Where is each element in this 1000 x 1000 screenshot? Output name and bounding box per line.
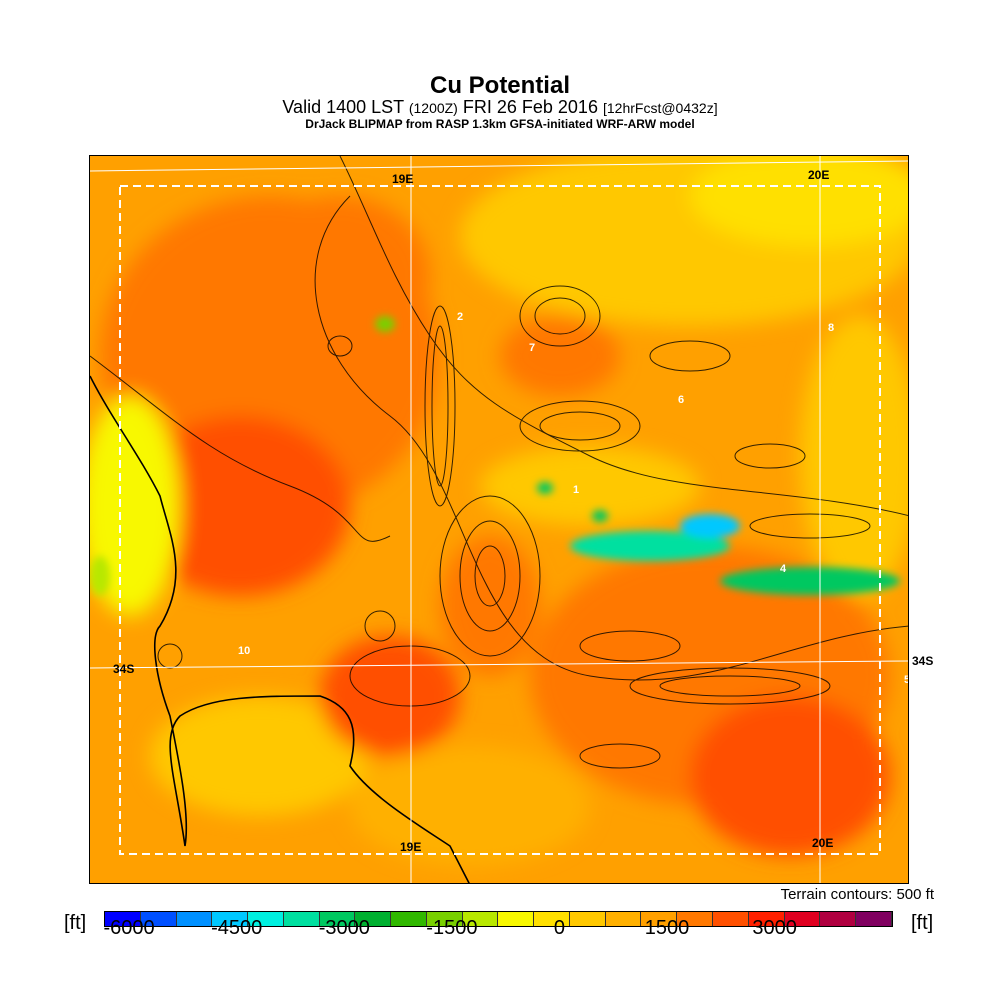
site-7: 7	[529, 342, 536, 354]
colorbar-tick-label: -6000	[103, 917, 155, 939]
site-5: 5	[904, 674, 908, 686]
map-title: Cu Potential	[429, 72, 570, 99]
colorbar-bin	[140, 912, 177, 926]
colorbar-bin	[426, 912, 463, 926]
terrain-contour-note: Terrain contours: 500 ft	[780, 886, 934, 903]
forecast-run: [12hrFcst@0432z]	[602, 100, 718, 116]
terrain-contours	[90, 156, 908, 769]
model-source: DrJack BLIPMAP from RASP 1.3km GFSA-init…	[305, 117, 695, 131]
site-6: 6	[678, 394, 685, 406]
colorbar-tick-label: 3000	[752, 917, 797, 939]
site-8: 8	[828, 322, 835, 334]
site-2: 2	[457, 311, 464, 323]
utc-time: (1200Z)	[408, 100, 458, 116]
colorbar-tick-label: 0	[553, 917, 566, 939]
map-field	[90, 156, 908, 883]
colorbar-bin	[820, 912, 857, 926]
colorbar-bin	[498, 912, 535, 926]
colorbar-bin	[856, 912, 892, 926]
colorbar-bin	[319, 912, 356, 926]
colorbar-bin	[355, 912, 392, 926]
colorbar-bin	[713, 912, 749, 926]
colorbar-bin	[641, 912, 678, 926]
colorbar-tick-label: -1500	[426, 917, 478, 939]
colorbar-bin	[391, 912, 427, 926]
colorbar-bin	[283, 912, 320, 926]
colorbar-tick-label: 1500	[644, 917, 690, 939]
colorbar-bin	[677, 912, 714, 926]
colorbar-tick-label: -3000	[318, 917, 370, 939]
lon-20e-top: 20E	[808, 168, 830, 182]
lat-34s-left: 34S	[113, 662, 135, 676]
lon-19e-top: 19E	[392, 172, 414, 186]
map-subtitle: Valid 1400 LST (1200Z) FRI 26 Feb 2016 […	[0, 97, 1000, 118]
unit-left: [ft]	[64, 912, 87, 934]
site-10: 10	[238, 645, 251, 657]
colorbar-bin	[248, 912, 284, 926]
cu-potential-map: 19E 20E 19E 20E 34S 2 7 6 1 4 8 10 5	[89, 155, 909, 884]
valid-time: Valid 1400 LST	[282, 97, 404, 117]
lon-20e-bottom: 20E	[812, 836, 834, 850]
site-4: 4	[780, 563, 787, 575]
colorbar-bin	[569, 912, 606, 926]
colorbar-bin	[462, 912, 499, 926]
inner-domain-boundary	[119, 185, 881, 855]
colorbar-bin	[176, 912, 213, 926]
colorbar-bin	[105, 912, 141, 926]
coastline	[90, 375, 470, 883]
colorbar-bin	[748, 912, 785, 926]
forecast-date: FRI 26 Feb 2016	[462, 97, 598, 117]
colorbar-bin	[784, 912, 821, 926]
unit-right: [ft]	[911, 912, 934, 934]
lat-34s-right: 34S	[912, 654, 934, 668]
colorbar	[104, 911, 893, 927]
site-1: 1	[573, 484, 580, 496]
colorbar-bin	[534, 912, 570, 926]
colorbar-bin	[605, 912, 642, 926]
lon-19e-bottom: 19E	[400, 840, 422, 854]
colorbar-tick-label: -4500	[211, 917, 263, 939]
colorbar-bin	[212, 912, 249, 926]
